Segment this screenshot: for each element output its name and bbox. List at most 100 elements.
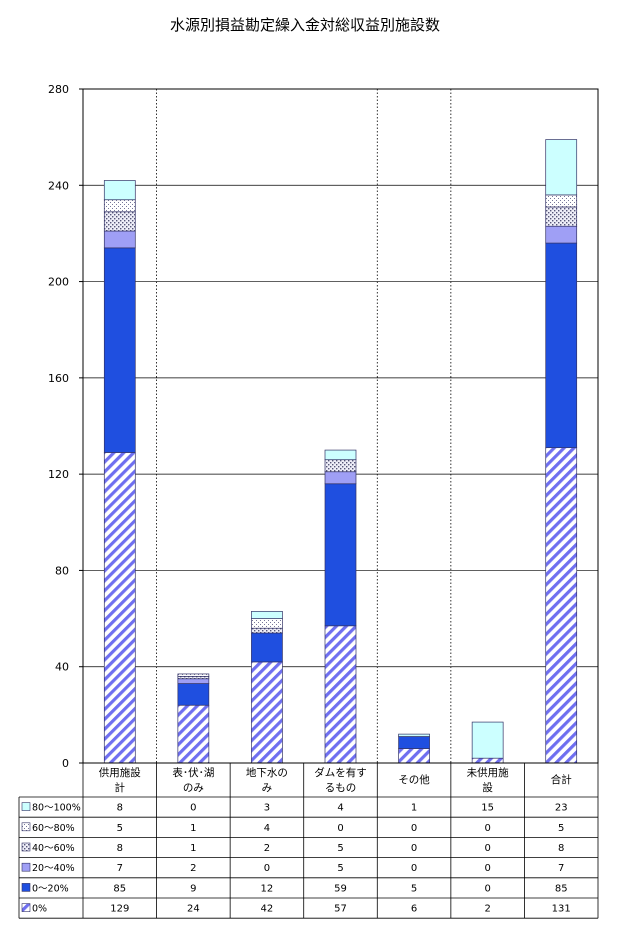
table-cell: 0 — [411, 823, 417, 834]
bar-segment — [103, 199, 136, 213]
bar-segment — [103, 452, 136, 764]
table-cell: 8 — [117, 843, 123, 854]
legend-swatch — [21, 802, 31, 811]
table-cell: 6 — [411, 904, 417, 915]
bar-segment — [324, 471, 357, 485]
bar-segment — [251, 632, 283, 663]
bar-segment — [103, 211, 136, 232]
table-cell: 0 — [484, 883, 490, 894]
bar-segment — [177, 704, 210, 764]
table-cell: 5 — [117, 823, 123, 834]
bar-segment — [324, 449, 357, 461]
table-cell: 1 — [190, 823, 196, 834]
table-cell: 0 — [484, 843, 490, 854]
table-cell: 23 — [555, 803, 568, 814]
table-cell: 0 — [264, 863, 270, 874]
table-cell: 9 — [190, 883, 196, 894]
bar-segment — [545, 225, 578, 244]
chart-title: 水源別損益勘定繰入金対総収益別施設数 — [170, 16, 440, 34]
table-cell: 2 — [190, 863, 196, 874]
y-tick-label: 160 — [48, 372, 69, 385]
legend-label: 20～40% — [32, 863, 75, 874]
table-cell: 15 — [481, 803, 494, 814]
bar-segment — [177, 673, 210, 677]
y-axis: 0 40 80 120 160 200 240 280 — [48, 83, 83, 770]
grid — [83, 89, 598, 763]
bar-segment — [324, 459, 357, 473]
legend-label: 0% — [32, 904, 47, 915]
table-cell: 5 — [337, 863, 343, 874]
bar-segment — [545, 447, 578, 764]
bar-segment — [177, 683, 210, 706]
table-cell: 85 — [555, 883, 568, 894]
table-cell: 8 — [117, 803, 123, 814]
table-cell: 1 — [190, 843, 196, 854]
category-label: るもの — [325, 782, 357, 794]
legend-swatch — [21, 862, 31, 872]
bar-segment — [251, 661, 283, 764]
table-cell: 0 — [484, 823, 490, 834]
bar-segment — [545, 139, 578, 196]
table-cell: 7 — [117, 863, 123, 874]
bar-segment — [103, 180, 136, 201]
table-cell: 85 — [113, 883, 126, 894]
bar-segment — [251, 618, 283, 629]
y-tick-label: 240 — [48, 179, 69, 192]
table-cell: 131 — [552, 904, 571, 915]
category-label: 合計 — [551, 773, 572, 786]
table-cell: 0 — [484, 863, 490, 874]
category-label: 表･伏･湖 — [172, 766, 214, 779]
bar-segment — [251, 627, 283, 634]
bar-segment — [545, 242, 578, 449]
bars — [103, 139, 578, 764]
table-cell: 12 — [261, 883, 274, 894]
bar-segment — [545, 194, 578, 208]
y-tick-label: 40 — [55, 661, 69, 674]
legend-swatch — [21, 842, 31, 852]
bar-segment — [471, 721, 504, 759]
y-tick-label: 280 — [48, 83, 69, 96]
legend-label: 0～20% — [32, 883, 69, 894]
bar-segment — [324, 483, 357, 627]
bar-segment — [398, 748, 430, 764]
category-label: 地下水の — [246, 766, 288, 779]
legend-label: 80～100% — [32, 803, 81, 814]
table-cell: 57 — [334, 904, 347, 915]
bar-segment — [103, 230, 136, 249]
category-label: 設 — [482, 781, 493, 794]
table-cell: 5 — [558, 823, 564, 834]
table-cell: 2 — [264, 843, 270, 854]
bar-segment — [251, 610, 283, 619]
table-cell: 4 — [337, 803, 343, 814]
category-label: 計 — [115, 781, 126, 794]
y-tick-label: 0 — [62, 757, 69, 770]
table-cell: 4 — [264, 823, 270, 834]
table-cell: 59 — [334, 883, 347, 894]
category-label: ダムを有す — [314, 766, 367, 779]
bar-segment — [545, 206, 578, 227]
bar-segment — [471, 757, 504, 764]
bar-segment — [103, 247, 136, 453]
table-cell: 2 — [484, 904, 490, 915]
table-cell: 0 — [190, 803, 196, 814]
category-label: のみ — [183, 782, 204, 794]
category-label: み — [262, 782, 273, 794]
y-tick-label: 200 — [48, 276, 69, 289]
category-label: その他 — [398, 773, 430, 786]
table-cell: 42 — [261, 904, 274, 915]
y-tick-label: 120 — [48, 468, 69, 481]
y-tick-label: 80 — [55, 564, 69, 577]
table-cell: 8 — [558, 843, 564, 854]
bar-segment — [177, 678, 210, 684]
bar-segment — [177, 675, 210, 680]
category-label: 供用施設 — [99, 766, 141, 779]
table-cell: 0 — [337, 823, 343, 834]
bar-segment — [398, 733, 430, 737]
category-label: 未供用施 — [467, 766, 509, 779]
table-cell: 5 — [337, 843, 343, 854]
table-cell: 1 — [411, 803, 417, 814]
table-cell: 0 — [411, 863, 417, 874]
legend-swatch — [21, 883, 31, 892]
